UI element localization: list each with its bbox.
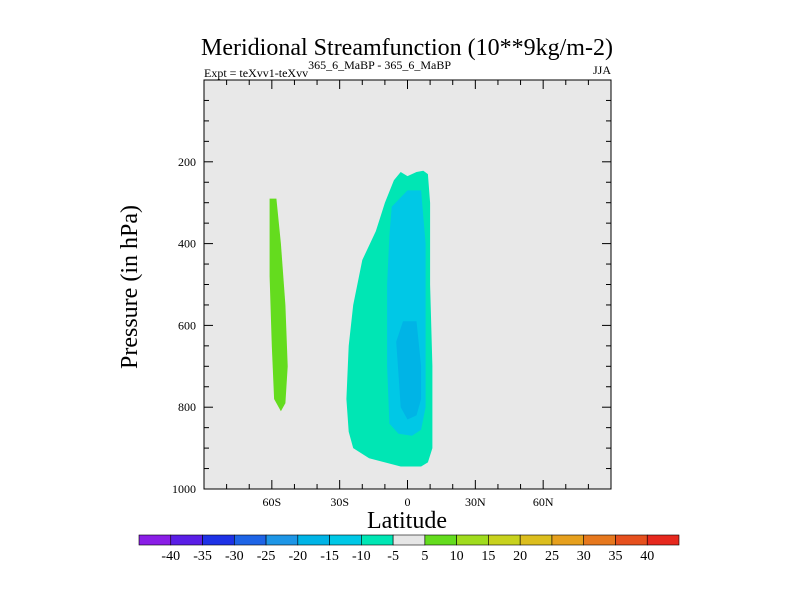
colorbar-label: 40 xyxy=(640,549,654,564)
colorbar-label: 15 xyxy=(481,549,495,564)
colorbar-label: 30 xyxy=(577,549,591,564)
colorbar-label: -15 xyxy=(320,549,339,564)
colorbar-swatch xyxy=(138,534,172,546)
x-tick-label: 0 xyxy=(405,495,411,509)
colorbar-swatch xyxy=(329,534,362,546)
colorbar-label: -30 xyxy=(225,549,244,564)
colorbar-label: -5 xyxy=(387,549,399,564)
colorbar-swatch xyxy=(392,534,426,546)
colorbar-swatch xyxy=(265,534,299,546)
colorbar-swatch xyxy=(361,534,394,546)
subtitle-superscript: 365_6_MaBP - 365_6_MaBP xyxy=(308,58,451,72)
x-tick-label: 60N xyxy=(533,495,554,509)
chart-title: Meridional Streamfunction (10**9kg/m-2) xyxy=(201,35,613,61)
y-tick-label: 800 xyxy=(178,400,196,414)
x-tick-label: 30S xyxy=(330,495,349,509)
colorbar-label: -10 xyxy=(352,549,371,564)
colorbar-swatch xyxy=(170,534,203,546)
chart-subtitle-right: JJA xyxy=(593,63,611,77)
contour-region-nh-cell-positive-5-10 xyxy=(269,198,288,412)
colorbar-swatch xyxy=(615,534,648,546)
colorbar-label: -20 xyxy=(288,549,307,564)
x-tick-label: 30N xyxy=(465,495,486,509)
y-axis-label: Pressure (in hPa) xyxy=(117,205,143,369)
colorbar-label: 10 xyxy=(450,549,464,564)
colorbar-label: 20 xyxy=(513,549,527,564)
colorbar-label: 35 xyxy=(608,549,622,564)
x-axis-label: Latitude xyxy=(367,508,447,534)
contour-region-eq-cell-negative-15-20 xyxy=(396,321,422,420)
y-tick-label: 200 xyxy=(178,155,196,169)
y-tick-label: 1000 xyxy=(172,482,196,496)
colorbar-swatch xyxy=(424,534,457,546)
subtitle-prefix: Expt = teXvv1-teXvv xyxy=(204,66,308,80)
colorbar-label: -35 xyxy=(193,549,212,564)
x-tick-label: 60S xyxy=(262,495,281,509)
colorbar-label: -40 xyxy=(161,549,180,564)
colorbar-label: 5 xyxy=(421,549,428,564)
colorbar-label: -25 xyxy=(257,549,276,564)
colorbar-swatch xyxy=(297,534,330,546)
colorbar-swatch xyxy=(583,534,616,546)
colorbar-swatch xyxy=(233,534,267,546)
colorbar-swatch xyxy=(646,534,680,546)
y-tick-label: 600 xyxy=(178,318,196,332)
colorbar: -40 -35 -30 -25 -20 -15 -10 -5 5 10 15 20 25 30 35 40 xyxy=(138,534,680,564)
colorbar-swatch xyxy=(519,534,553,546)
axes: 60S 30S 0 30N 60N 200 400 600 800 1000 xyxy=(172,79,612,509)
colorbar-swatch xyxy=(202,534,235,546)
colorbar-swatch xyxy=(488,534,521,546)
colorbar-swatch xyxy=(456,534,489,546)
colorbar-swatch xyxy=(551,534,585,546)
colorbar-label: 25 xyxy=(545,549,559,564)
chart-subtitle-left: Expt = teXvv1-teXvv365_6_MaBP - 365_6_Ma… xyxy=(204,58,451,80)
y-tick-label: 400 xyxy=(178,237,196,251)
plot-area xyxy=(204,80,611,489)
